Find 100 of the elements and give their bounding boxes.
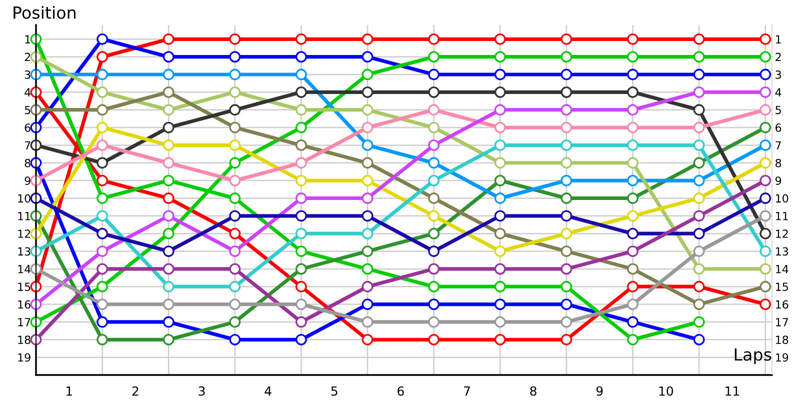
point (428, 280, 440, 292)
point (229, 334, 241, 346)
point (362, 298, 374, 310)
point (560, 210, 572, 222)
point (693, 334, 705, 346)
point (693, 298, 705, 310)
x-tick-label: 1 (66, 386, 72, 396)
point (96, 263, 108, 275)
y2-tick-label: 1 (776, 35, 781, 44)
x-tick-label: 11 (726, 386, 740, 396)
point (428, 104, 440, 116)
point (162, 298, 174, 310)
point (162, 86, 174, 98)
point (428, 157, 440, 169)
point (560, 174, 572, 186)
x-tick-label: 10 (659, 386, 674, 396)
point (162, 140, 174, 151)
point (560, 68, 572, 80)
y2-tick-label: 3 (776, 70, 781, 79)
y2-tick-label: 17 (776, 318, 788, 326)
point (229, 192, 241, 204)
point (296, 316, 307, 328)
point (162, 122, 174, 134)
y2-tick-label: 13 (776, 247, 788, 256)
point (627, 174, 638, 186)
point (229, 246, 241, 257)
point (296, 192, 307, 204)
point (162, 192, 174, 204)
point (362, 157, 374, 169)
point (560, 157, 572, 169)
point (428, 174, 440, 186)
point (362, 122, 374, 134)
point (693, 86, 705, 98)
y2-tick-label: 4 (775, 88, 782, 96)
point (760, 140, 772, 151)
point (96, 104, 108, 116)
point (162, 334, 174, 346)
x-axis-title: Laps (734, 348, 772, 364)
point (760, 122, 772, 134)
point (494, 298, 506, 310)
point (428, 140, 440, 151)
point (30, 334, 42, 346)
point (693, 140, 705, 151)
point (693, 122, 705, 134)
point (30, 298, 42, 310)
point (96, 192, 108, 204)
point (494, 68, 506, 80)
point (296, 174, 307, 186)
point (296, 298, 307, 310)
point (494, 122, 506, 134)
y-tick-label: 7 (24, 141, 30, 150)
point (760, 210, 772, 222)
point (362, 210, 374, 222)
point (162, 68, 174, 80)
point (296, 280, 307, 292)
point (296, 140, 307, 151)
point (560, 51, 572, 63)
y2-tick-label: 8 (776, 158, 782, 168)
point (428, 68, 440, 80)
point (560, 33, 572, 45)
point (296, 104, 307, 116)
point (760, 86, 772, 98)
point (560, 86, 572, 98)
point (560, 263, 572, 275)
point (30, 33, 42, 45)
point (30, 246, 42, 257)
point (30, 210, 42, 222)
point (693, 192, 705, 204)
point (627, 334, 638, 346)
point (96, 174, 108, 186)
point (627, 246, 638, 257)
point (229, 68, 241, 80)
point (693, 104, 705, 116)
point (494, 228, 506, 240)
point (760, 174, 772, 186)
point (162, 210, 174, 222)
point (494, 140, 506, 151)
y2-tick-label: 2 (776, 52, 781, 62)
point (96, 210, 108, 222)
point (96, 157, 108, 169)
point (362, 33, 374, 45)
y-tick-label: 5 (24, 106, 30, 114)
x-tick-label: 7 (464, 386, 470, 396)
point (362, 51, 374, 63)
y-tick-label: 19 (18, 353, 30, 362)
point (560, 140, 572, 151)
point (760, 192, 772, 204)
point (627, 192, 638, 204)
point (494, 316, 506, 328)
point (96, 316, 108, 328)
point (428, 51, 440, 63)
point (96, 140, 108, 151)
point (760, 280, 772, 292)
point (560, 334, 572, 346)
point (162, 316, 174, 328)
point (162, 263, 174, 275)
point (560, 298, 572, 310)
point (560, 104, 572, 116)
y-tick-label: 13 (18, 247, 30, 256)
y-tick-label: 6 (24, 124, 30, 132)
